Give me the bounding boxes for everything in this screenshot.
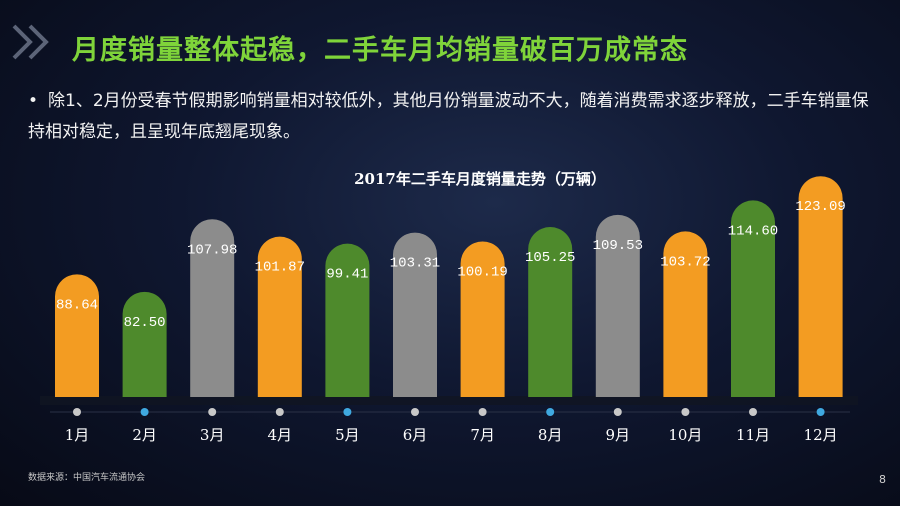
bar-1月	[55, 274, 99, 397]
bar-3月	[190, 219, 235, 397]
x-tick-label: 3月	[200, 426, 225, 444]
x-tick-label: 5月	[335, 426, 360, 444]
x-tick-label: 10月	[668, 426, 702, 444]
data-label: 82.50	[124, 315, 166, 331]
chevron-decoration-icon	[12, 24, 49, 60]
data-label: 103.31	[390, 256, 440, 272]
x-tick-label: 8月	[538, 426, 563, 444]
chart-base-shadow	[40, 396, 858, 405]
bar-11月	[731, 200, 775, 397]
chart-title: 2017年二手车月度销量走势（万辆）	[354, 170, 606, 188]
x-tick-label: 9月	[606, 426, 631, 444]
axis-dot	[478, 408, 487, 416]
axis-dot	[343, 408, 352, 416]
x-tick-label: 1月	[65, 426, 90, 444]
data-label: 88.64	[56, 297, 98, 313]
data-label: 123.09	[795, 199, 845, 215]
bullet-marker: •	[28, 91, 39, 111]
x-tick-label: 2月	[132, 426, 157, 444]
axis-dot	[613, 408, 622, 416]
bar-10月	[663, 231, 708, 397]
bar-7月	[460, 241, 505, 397]
x-tick-label: 11月	[736, 426, 770, 444]
data-label: 105.25	[525, 250, 575, 266]
data-source-note: 数据来源：中国汽车流通协会	[28, 473, 146, 483]
x-tick-label: 12月	[804, 426, 838, 444]
data-label: 100.19	[457, 264, 507, 280]
bar-2月	[122, 291, 167, 397]
bar-12月	[798, 176, 843, 397]
data-label: 107.98	[187, 242, 237, 258]
page-number: 8	[879, 473, 886, 486]
data-label: 109.53	[593, 238, 643, 254]
data-label: 114.60	[728, 223, 778, 239]
x-tick-label: 6月	[403, 426, 428, 444]
bar-5月	[325, 243, 370, 397]
axis-dot	[208, 408, 217, 416]
sales-bar-chart: 2017年二手车月度销量走势（万辆） 88.64 82.50 107.98 101.8…	[40, 170, 858, 444]
axis-dot	[546, 408, 555, 416]
axis-dot	[140, 408, 149, 416]
bar-8月	[528, 227, 573, 397]
axis-dot	[73, 408, 81, 416]
data-label: 101.87	[255, 260, 305, 276]
axis-dot	[681, 408, 690, 416]
bullet-text: 除1、2月份受春节假期影响销量相对较低外，其他月份销量波动不大，随着消费需求逐步…	[28, 91, 869, 142]
bar-4月	[257, 236, 302, 397]
x-tick-label: 7月	[470, 426, 495, 444]
page-title: 月度销量整体起稳，二手车月均销量破百万成常态	[72, 35, 688, 66]
bullet-paragraph: • 除1、2月份受春节假期影响销量相对较低外，其他月份销量波动不大，随着消费需求逐…	[28, 86, 878, 148]
data-label: 99.41	[326, 267, 368, 283]
x-tick-label: 4月	[268, 426, 293, 444]
data-label: 103.72	[660, 254, 710, 270]
axis-dot	[411, 408, 419, 416]
axis-dot	[749, 408, 757, 416]
axis-dot	[816, 408, 825, 416]
axis-dot	[275, 408, 284, 416]
bar-6月	[393, 232, 437, 397]
bar-9月	[595, 214, 640, 397]
